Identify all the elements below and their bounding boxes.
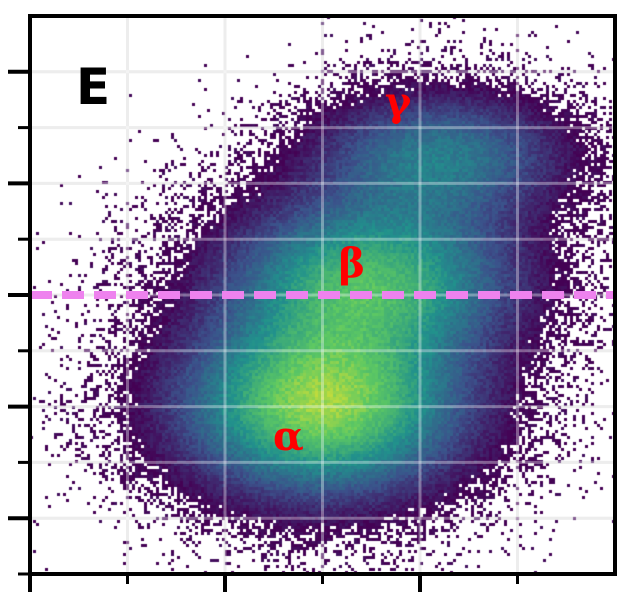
cluster-labels: α β γ — [273, 78, 412, 460]
cluster-label-2: γ — [385, 78, 412, 125]
panel-label: E — [76, 58, 110, 116]
cluster-label-0: α — [273, 413, 304, 460]
cluster-label-1: β — [338, 240, 365, 287]
axis-ticks — [8, 69, 519, 592]
